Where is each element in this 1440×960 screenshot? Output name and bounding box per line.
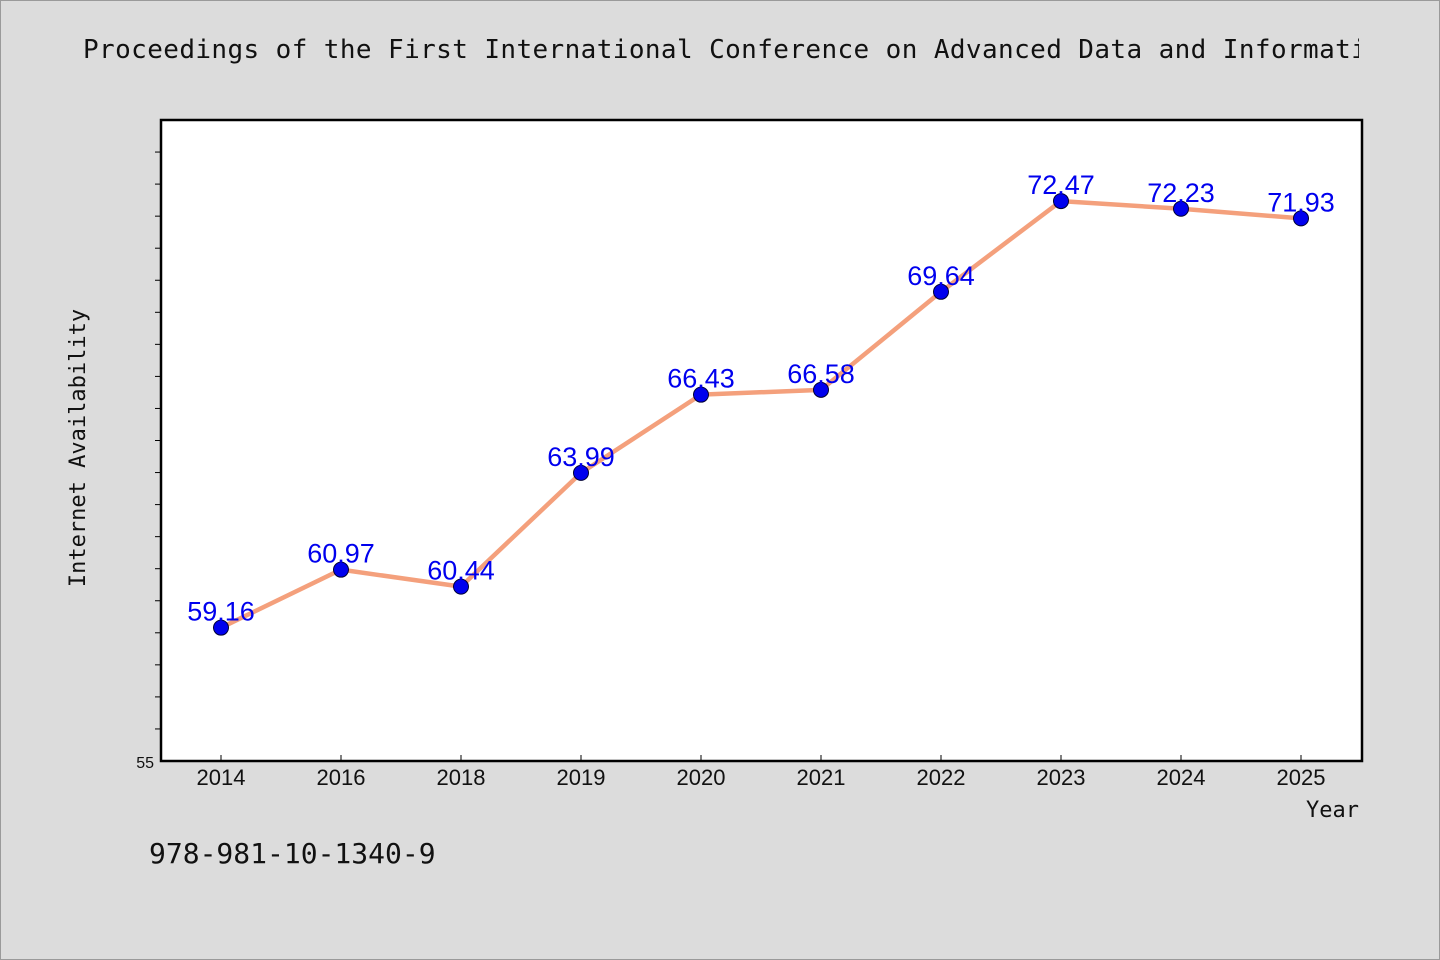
y-axis-title: Internet Availability — [66, 309, 91, 587]
data-label-group: 59.16 60.97 60.44 63.99 66.43 66.58 69.64 72.47… — [187, 170, 1335, 627]
x-tick-label: 2018 — [437, 765, 486, 790]
data-point — [1293, 210, 1309, 227]
x-tick-label: 2025 — [1277, 765, 1326, 790]
data-point — [693, 386, 709, 403]
y-axis-ticks — [155, 151, 161, 730]
x-tick-label: 2020 — [677, 765, 726, 790]
data-label: 63.99 — [547, 442, 615, 472]
data-label: 72.47 — [1027, 170, 1095, 200]
x-tick-label: 2021 — [797, 765, 846, 790]
plot-area — [159, 118, 1364, 763]
series-line — [218, 198, 1304, 630]
data-label: 59.16 — [187, 597, 255, 627]
data-label: 60.44 — [427, 556, 495, 586]
x-axis-title: Year — [1306, 798, 1359, 823]
data-label: 60.97 — [307, 539, 375, 569]
series-line-group — [218, 198, 1304, 630]
data-label: 71.93 — [1267, 187, 1335, 217]
x-tick-label: 2016 — [317, 765, 366, 790]
chart-title: Proceedings of the First International C… — [83, 35, 1359, 65]
x-tick-label: 2023 — [1037, 765, 1086, 790]
data-point — [213, 619, 229, 636]
data-point — [573, 464, 589, 481]
data-label: 72.23 — [1147, 178, 1215, 208]
x-tick-label: 2022 — [917, 765, 966, 790]
data-point — [1053, 193, 1069, 210]
y-tick-label-min: 55 — [136, 755, 154, 772]
data-point — [813, 381, 829, 398]
data-label: 69.64 — [907, 261, 975, 291]
isbn-text: 978-981-10-1340-9 — [149, 837, 436, 870]
data-label: 66.43 — [667, 364, 735, 394]
marker-group — [213, 193, 1309, 636]
data-point — [1173, 200, 1189, 217]
data-point — [333, 561, 349, 578]
x-tick-label: 2019 — [557, 765, 606, 790]
data-point — [933, 283, 949, 300]
x-axis-ticks: 2014 2016 2018 2019 2020 2021 2022 2023 2024 2025 — [197, 755, 1326, 790]
x-tick-label: 2014 — [197, 765, 246, 790]
x-tick-label: 2024 — [1157, 765, 1206, 790]
data-label: 66.58 — [787, 359, 855, 389]
data-point — [453, 578, 469, 595]
